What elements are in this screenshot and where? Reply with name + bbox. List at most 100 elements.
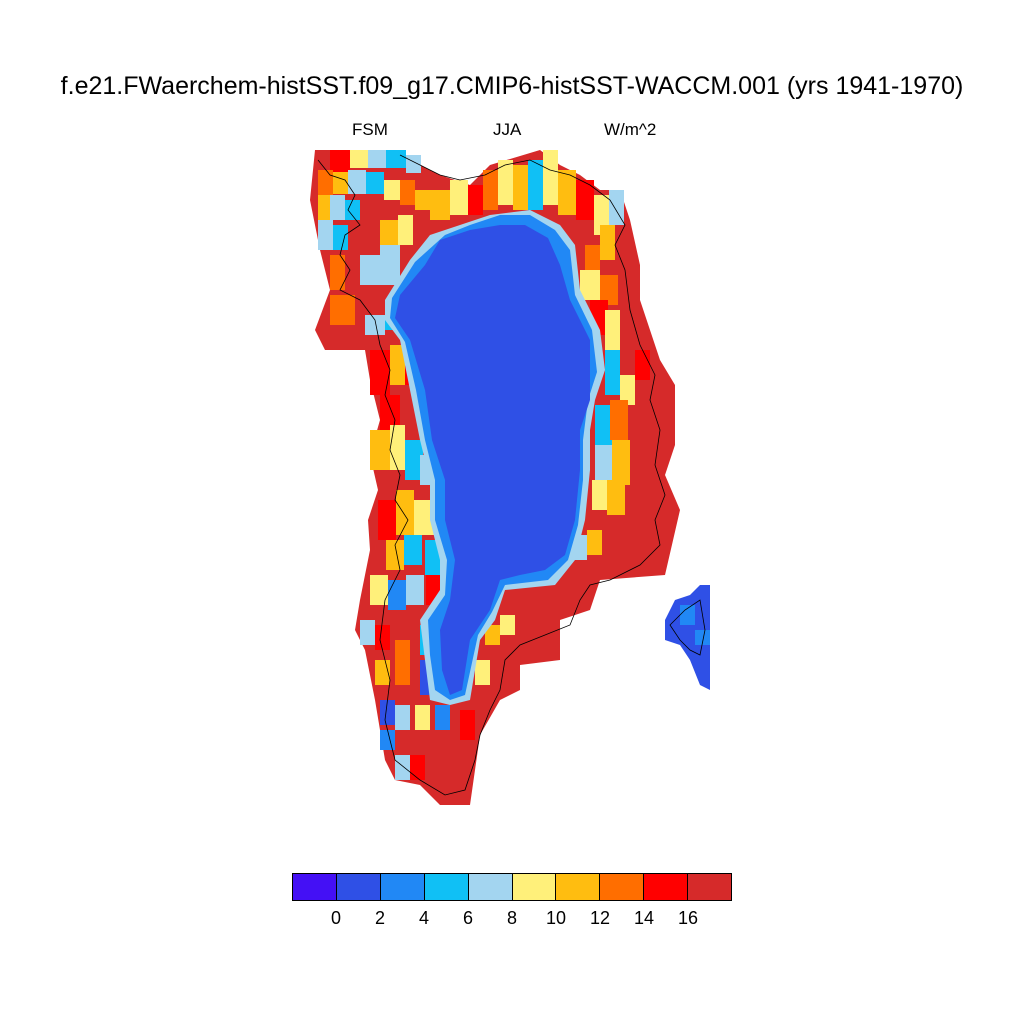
map-cell: [345, 200, 360, 220]
map-cell: [370, 575, 388, 605]
map-cell: [435, 705, 450, 730]
map-cell: [612, 440, 630, 485]
colorbar-swatch: [468, 874, 513, 900]
map-cell: [404, 535, 422, 565]
map-cell: [350, 150, 368, 168]
map-cell: [395, 655, 410, 685]
map-cell: [360, 225, 380, 250]
units-label: W/m^2: [604, 120, 657, 139]
map-cell: [620, 375, 635, 405]
map-cell: [330, 255, 345, 290]
map-cell: [587, 530, 602, 555]
map-cell: [528, 160, 543, 210]
colorbar: [292, 873, 732, 901]
map-cell: [592, 480, 607, 510]
map-cell: [415, 705, 430, 730]
map-cell: [460, 710, 475, 740]
map-cell: [386, 150, 406, 168]
map-cell: [680, 605, 695, 625]
map-cell: [330, 295, 355, 325]
coastline-path: [669, 599, 706, 656]
map-cell: [543, 150, 558, 205]
map-cell: [318, 220, 333, 250]
season-label: JJA: [493, 120, 522, 139]
colorbar-swatch: [556, 874, 601, 900]
colorbar-tick-label: 6: [462, 908, 474, 928]
map-cell: [595, 405, 613, 445]
colorbar-tick-label: 12: [589, 908, 611, 928]
coastline: [317, 154, 706, 796]
colorbar-tick-label: 2: [374, 908, 386, 928]
map-cell: [396, 490, 414, 535]
map-cell: [333, 172, 348, 194]
map-cell: [610, 400, 628, 440]
map-cell: [406, 575, 424, 605]
map-cell: [365, 315, 385, 335]
map-cell: [430, 190, 450, 220]
plot-title: f.e21.FWaerchem-histSST.f09_g17.CMIP6-hi…: [60, 72, 964, 100]
map-cell: [615, 225, 630, 265]
map-cell: [333, 225, 348, 250]
map-cell: [585, 245, 600, 275]
map-region: [665, 585, 710, 690]
map-cell: [360, 255, 380, 285]
map-cell: [620, 345, 635, 375]
colorbar-swatch: [380, 874, 425, 900]
map-cell: [318, 195, 330, 220]
map-cell: [370, 350, 390, 395]
map-cell: [384, 180, 402, 200]
colorbar-tick-label: 16: [677, 908, 699, 928]
colorbar-swatch: [600, 874, 645, 900]
map-cell: [380, 220, 398, 250]
map-cell: [635, 350, 650, 380]
map-cell: [380, 395, 400, 430]
map-cells: [310, 150, 710, 805]
map-cell: [366, 172, 384, 194]
map-cell: [485, 625, 500, 645]
map-cell: [410, 755, 425, 780]
map-cell: [415, 190, 430, 210]
map-cell: [375, 625, 390, 650]
map-cell: [388, 580, 406, 610]
map-cell: [558, 170, 576, 215]
colorbar-ticks: 0 2 4 6 8 10 12 14 16: [0, 908, 1024, 932]
map-cell: [600, 275, 618, 305]
map-cell: [398, 215, 413, 245]
map-cell: [468, 185, 483, 215]
map-cell: [380, 700, 395, 725]
map-cell: [395, 755, 410, 780]
map-cell: [360, 620, 375, 645]
map-cell: [450, 180, 468, 215]
colorbar-swatch: [688, 874, 732, 900]
map-cell: [400, 390, 415, 430]
map-cell: [576, 180, 594, 220]
map-cell: [607, 480, 625, 515]
colorbar-tick-label: 10: [545, 908, 567, 928]
map-cell: [380, 730, 395, 750]
map-cell: [414, 500, 434, 535]
map-cell: [378, 500, 396, 540]
map-cell: [368, 150, 386, 168]
variable-label: FSM: [352, 120, 388, 139]
colorbar-tick-label: 0: [330, 908, 342, 928]
map-cell: [600, 225, 615, 260]
map-cell: [605, 350, 620, 395]
map-cell: [425, 540, 440, 575]
map-cell: [330, 150, 350, 172]
map-cell: [370, 430, 390, 470]
map-cell: [498, 160, 513, 205]
map-cell: [318, 170, 333, 195]
map-cell: [348, 170, 366, 194]
map-cell: [565, 565, 580, 585]
map-cell: [483, 170, 498, 210]
colorbar-tick-label: 14: [633, 908, 655, 928]
map-cell: [386, 540, 404, 570]
map-region: [395, 225, 590, 695]
map-cell: [595, 445, 613, 480]
map-cell: [330, 195, 345, 220]
colorbar-swatch: [424, 874, 469, 900]
colorbar-tick-label: 8: [506, 908, 518, 928]
map-cell: [500, 615, 515, 635]
map-cell: [609, 190, 624, 235]
